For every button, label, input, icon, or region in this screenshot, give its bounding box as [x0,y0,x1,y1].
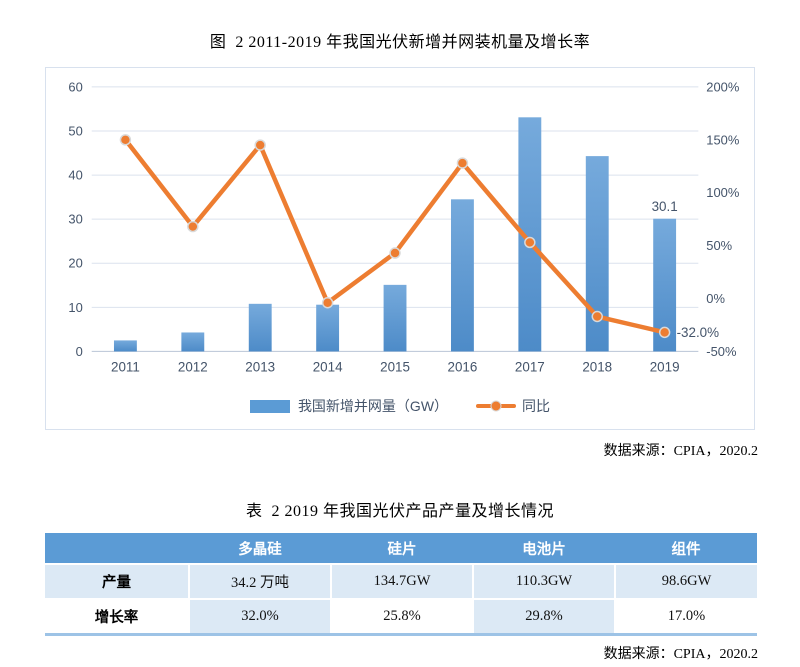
cell-output-cell: 110.3GW [473,564,616,600]
right-axis-tick: 100% [706,185,740,200]
left-axis-tick: 40 [68,168,82,183]
cell-growth-wafer: 25.8% [331,599,474,635]
right-axis-tick: 50% [706,238,732,253]
table-title: 表 2 2019 年我国光伏产品产量及增长情况 [245,503,554,520]
right-axis-tick: 0% [706,291,725,306]
table-source: 数据来源：CPIA，2020.2 [603,647,758,662]
bar-2012 [181,332,205,352]
x-axis-label: 2019 [650,359,680,374]
table-col-wafer: 硅片 [331,533,473,565]
cell-output-wafer: 134.7GW [331,564,474,600]
right-axis-tick: 200% [706,79,740,94]
x-axis-label: 2012 [178,359,208,374]
left-axis-tick: 10 [68,300,82,315]
bar-2017 [518,117,542,352]
bar-2016 [450,199,474,352]
figure-source: 数据来源：CPIA，2020.2 [603,444,758,459]
line-series-swatch-icon [476,400,517,412]
x-axis-label: 2018 [582,359,612,374]
left-axis-tick: 60 [68,79,82,94]
x-axis-label: 2014 [313,359,343,374]
table-col-blank [45,533,189,565]
right-axis-tick: 150% [706,132,740,147]
row-label-output: 产量 [45,564,190,600]
table-col-module: 组件 [615,533,757,565]
bar-2011 [113,340,137,352]
cell-output-module: 98.6GW [615,564,757,600]
data-label: 30.1 [652,199,678,214]
bar-series-swatch-icon [249,399,290,413]
line-point-2019 [658,326,671,339]
bar-2014 [316,304,340,352]
row-label-growth: 增长率 [45,599,190,635]
chart-legend: 我国新增并网量（GW） 同比 [46,396,754,416]
table-row-output: 产量 34.2 万吨 134.7GW 110.3GW 98.6GW [45,564,757,600]
table-row-growth: 增长率 32.0% 25.8% 29.8% 17.0% [45,599,757,635]
x-axis-label: 2015 [380,359,410,374]
data-label: -32.0% [677,325,720,340]
line-point-2012 [187,220,199,233]
left-axis-tick: 20 [68,256,82,271]
bar-2015 [383,284,407,352]
figure-title: 图 2 2011-2019 年我国光伏新增并网装机量及增长率 [209,34,591,51]
line-point-2014 [321,297,334,309]
chart-frame: 0 10 20 30 40 50 60 -50% 0% 50% 100% 150% 200% 2011 20… [45,67,755,430]
line-point-2018 [591,310,603,323]
left-axis-tick: 0 [76,344,83,359]
right-axis-tick: -50% [706,344,737,359]
cell-output-polysilicon: 34.2 万吨 [189,564,332,600]
x-axis-label: 2016 [448,359,478,374]
combo-chart: 0 10 20 30 40 50 60 -50% 0% 50% 100% 150% 200% 2011 20… [68,79,740,374]
line-point-2013 [254,139,266,151]
table-col-polysilicon: 多晶硅 [189,533,331,565]
bar-2018 [585,156,609,352]
cell-growth-module: 17.0% [615,599,757,635]
line-point-2016 [456,157,469,169]
x-axis-label: 2013 [245,359,275,374]
line-point-2015 [389,247,401,259]
product-table: 多晶硅 硅片 电池片 组件 产量 34.2 万吨 134.7GW 110.3GW… [45,533,757,636]
cell-growth-polysilicon: 32.0% [189,599,332,635]
line-point-2011 [119,134,132,146]
x-axis-label: 2011 [111,359,140,374]
table-col-cell: 电池片 [473,533,615,565]
bar-2013 [248,303,272,352]
line-point-2017 [524,236,536,249]
cell-growth-cell: 29.8% [473,599,616,635]
bar-2019 [653,218,677,352]
left-axis-tick: 50 [68,123,82,138]
line-series-label: 同比 [522,398,551,414]
x-axis-label: 2017 [515,359,545,374]
bar-series-label: 我国新增并网量（GW） [297,398,449,414]
left-axis-tick: 30 [68,212,82,227]
table-header-row: 多晶硅 硅片 电池片 组件 [45,533,757,565]
